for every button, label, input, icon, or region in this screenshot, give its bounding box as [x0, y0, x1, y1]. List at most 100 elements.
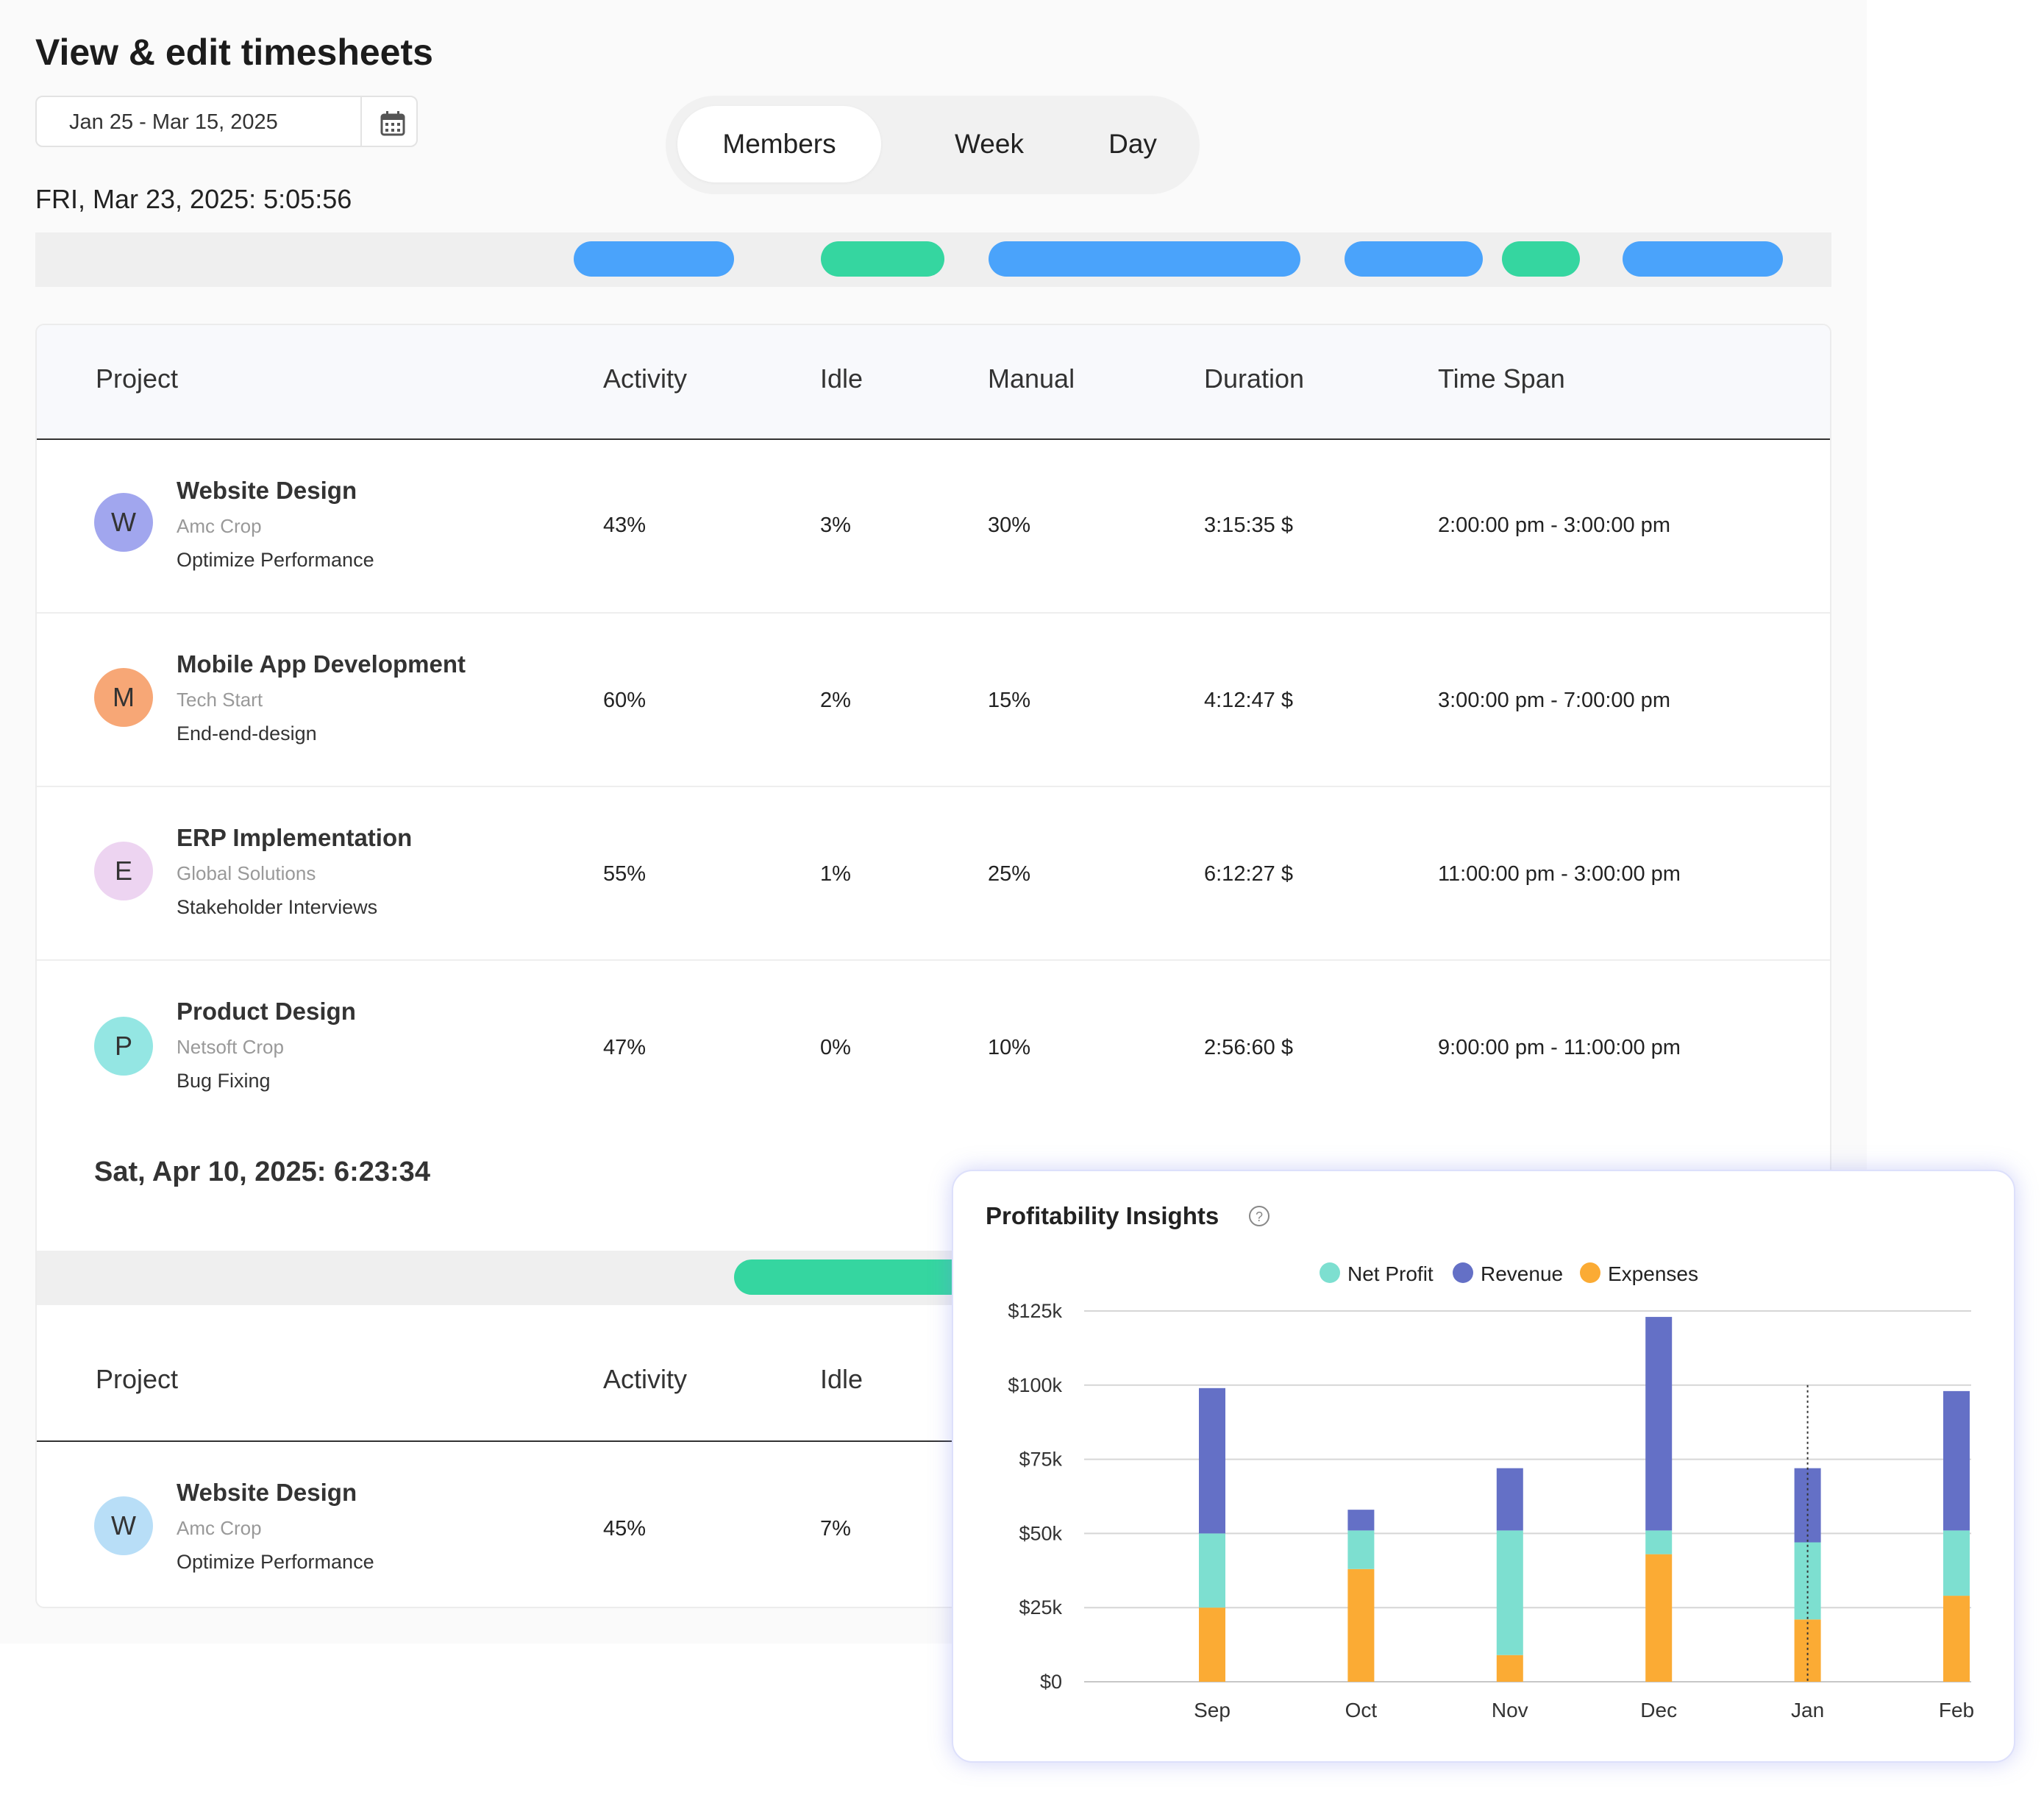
idle-value: 0% — [820, 1036, 851, 1059]
chart-bars — [1199, 1317, 1970, 1682]
bar-segment-expenses[interactable] — [1943, 1596, 1970, 1682]
task-name: End-end-design — [177, 722, 317, 745]
col-idle[interactable]: Idle — [820, 363, 863, 394]
avatar: W — [94, 1496, 153, 1555]
task-name: Stakeholder Interviews — [177, 896, 378, 918]
y-tick-label: $100k — [1008, 1374, 1062, 1396]
chart-title: Profitability Insights — [986, 1202, 1219, 1229]
idle-value: 3% — [820, 514, 851, 537]
bar-segment-net-profit[interactable] — [1943, 1530, 1970, 1596]
idle-value: 7% — [820, 1517, 851, 1541]
timesheet-panel: View & edit timesheets Jan 25 - Mar 15, … — [35, 32, 1831, 1608]
timeline-segment[interactable] — [1502, 241, 1580, 277]
duration-value: 2:56:60 $ — [1204, 1036, 1293, 1059]
col-manual[interactable]: Manual — [988, 363, 1075, 394]
x-tick-label: Feb — [1939, 1699, 1974, 1721]
bar-segment-revenue[interactable] — [1496, 1468, 1523, 1531]
duration-value: 6:12:27 $ — [1204, 862, 1293, 886]
table-header: Project Activity Idle Manual Duration Ti… — [37, 325, 1830, 440]
y-axis-ticks: $125k $100k $75k $50k $25k $0 — [1008, 1300, 1062, 1693]
client-name: Global Solutions — [177, 862, 316, 884]
activity-timeline — [35, 232, 1831, 287]
table-row[interactable]: M Mobile App Development Tech Start End-… — [37, 614, 1830, 787]
x-tick-label: Dec — [1640, 1699, 1677, 1721]
table-row[interactable]: W Website Design Amc Crop Optimize Perfo… — [37, 440, 1830, 614]
col-time-span[interactable]: Time Span — [1438, 363, 1565, 394]
svg-text:?: ? — [1256, 1209, 1263, 1224]
bar-segment-net-profit[interactable] — [1645, 1530, 1673, 1554]
bar-segment-revenue[interactable] — [1199, 1387, 1225, 1534]
project-name: ERP Implementation — [177, 824, 413, 851]
legend-marker — [1320, 1262, 1340, 1283]
client-name: Amc Crop — [177, 515, 262, 537]
activity-value: 43% — [603, 514, 647, 537]
day2-heading: Sat, Apr 10, 2025: 6:23:34 — [94, 1156, 430, 1187]
bar-segment-expenses[interactable] — [1496, 1655, 1523, 1682]
col-project[interactable]: Project — [96, 1364, 179, 1394]
help-icon[interactable]: ? — [1249, 1206, 1270, 1226]
legend-label[interactable]: Net Profit — [1347, 1262, 1434, 1285]
bar-segment-revenue[interactable] — [1943, 1390, 1970, 1531]
date-picker-divider — [360, 97, 362, 146]
tab-members[interactable]: Members — [677, 106, 881, 182]
activity-value: 47% — [603, 1036, 647, 1059]
manual-value: 10% — [988, 1036, 1031, 1059]
bar-segment-expenses[interactable] — [1645, 1554, 1673, 1682]
timeline-segment[interactable] — [574, 241, 734, 277]
legend-label[interactable]: Expenses — [1608, 1262, 1698, 1285]
timeline-segment[interactable] — [1345, 241, 1483, 277]
col-duration[interactable]: Duration — [1204, 363, 1305, 394]
x-tick-label: Oct — [1345, 1699, 1378, 1721]
project-name: Website Design — [177, 477, 357, 504]
profitability-chart: Profitability Insights ? Net Profit Reven… — [986, 1202, 1974, 1721]
x-tick-label: Sep — [1194, 1699, 1231, 1721]
table-row[interactable]: P Product Design Netsoft Crop Bug Fixing… — [37, 961, 1830, 1134]
bar-segment-expenses[interactable] — [1794, 1619, 1821, 1682]
avatar: E — [94, 842, 153, 900]
timeline-segment[interactable] — [989, 241, 1300, 277]
project-name: Mobile App Development — [177, 650, 466, 678]
bar-segment-net-profit[interactable] — [1496, 1530, 1523, 1655]
bar-segment-net-profit[interactable] — [1199, 1533, 1225, 1608]
table-row[interactable]: E ERP Implementation Global Solutions St… — [37, 787, 1830, 961]
duration-value: 3:15:35 $ — [1204, 514, 1293, 537]
manual-value: 15% — [988, 689, 1031, 712]
idle-value: 1% — [820, 862, 851, 886]
avatar: M — [94, 668, 153, 727]
time-span-value: 9:00:00 pm - 11:00:00 pm — [1438, 1036, 1681, 1059]
manual-value: 25% — [988, 862, 1031, 886]
time-span-value: 2:00:00 pm - 3:00:00 pm — [1438, 514, 1670, 537]
timeline-segment[interactable] — [821, 241, 944, 277]
task-name: Bug Fixing — [177, 1070, 271, 1092]
y-tick-label: $125k — [1008, 1300, 1062, 1322]
table-row[interactable]: W Website Design Amc Crop Optimize Perfo… — [37, 1442, 1830, 1607]
idle-value: 2% — [820, 689, 851, 712]
date-range-picker[interactable]: Jan 25 - Mar 15, 2025 — [35, 96, 418, 147]
client-name: Tech Start — [177, 689, 263, 711]
legend-label[interactable]: Revenue — [1481, 1262, 1563, 1285]
bar-segment-revenue[interactable] — [1645, 1317, 1673, 1531]
col-activity[interactable]: Activity — [603, 1364, 688, 1394]
client-name: Netsoft Crop — [177, 1036, 284, 1058]
bar-segment-revenue[interactable] — [1347, 1510, 1375, 1531]
bar-segment-net-profit[interactable] — [1347, 1530, 1375, 1569]
client-name: Amc Crop — [177, 1517, 262, 1539]
calendar-icon[interactable] — [378, 109, 407, 138]
bar-segment-expenses[interactable] — [1199, 1607, 1225, 1682]
view-switcher: Members Week Day — [666, 96, 1200, 194]
tab-day[interactable]: Day — [1108, 129, 1157, 159]
avatar: W — [94, 493, 153, 552]
chart-legend: Net Profit Revenue Expenses — [1320, 1262, 1698, 1285]
profitability-insights-card: Profitability Insights ? Net Profit Reven… — [952, 1170, 2015, 1763]
legend-marker — [1453, 1262, 1473, 1283]
bar-segment-expenses[interactable] — [1347, 1568, 1375, 1682]
col-project[interactable]: Project — [96, 363, 179, 394]
time-span-value: 3:00:00 pm - 7:00:00 pm — [1438, 689, 1670, 712]
col-activity[interactable]: Activity — [603, 363, 688, 394]
legend-marker — [1580, 1262, 1600, 1283]
col-idle[interactable]: Idle — [820, 1364, 863, 1394]
tab-week[interactable]: Week — [955, 129, 1024, 159]
timeline-segment[interactable] — [1623, 241, 1783, 277]
date-range-text: Jan 25 - Mar 15, 2025 — [69, 110, 278, 134]
manual-value: 30% — [988, 514, 1031, 537]
